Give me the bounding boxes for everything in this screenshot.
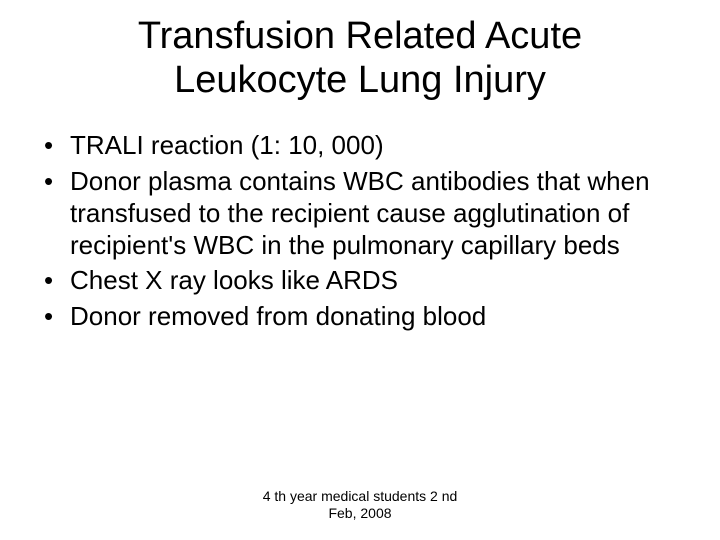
slide-footer: 4 th year medical students 2 nd Feb, 200… (0, 488, 720, 522)
footer-line-1: 4 th year medical students 2 nd (263, 488, 458, 504)
title-line-2: Leukocyte Lung Injury (174, 59, 546, 101)
bullet-item: Chest X ray looks like ARDS (40, 265, 680, 297)
slide-container: Transfusion Related Acute Leukocyte Lung… (0, 0, 720, 540)
bullet-text: Donor removed from donating blood (70, 301, 486, 331)
bullet-item: TRALI reaction (1: 10, 000) (40, 130, 680, 162)
bullet-list: TRALI reaction (1: 10, 000) Donor plasma… (40, 130, 680, 332)
bullet-text: TRALI reaction (1: 10, 000) (70, 130, 384, 160)
bullet-text: Chest X ray looks like ARDS (70, 265, 398, 295)
bullet-item: Donor plasma contains WBC antibodies tha… (40, 166, 680, 261)
bullet-item: Donor removed from donating blood (40, 301, 680, 333)
title-line-1: Transfusion Related Acute (138, 15, 582, 57)
slide-body: TRALI reaction (1: 10, 000) Donor plasma… (40, 130, 680, 332)
footer-line-2: Feb, 2008 (328, 505, 391, 521)
bullet-text: Donor plasma contains WBC antibodies tha… (70, 166, 650, 259)
slide-title: Transfusion Related Acute Leukocyte Lung… (40, 15, 680, 102)
